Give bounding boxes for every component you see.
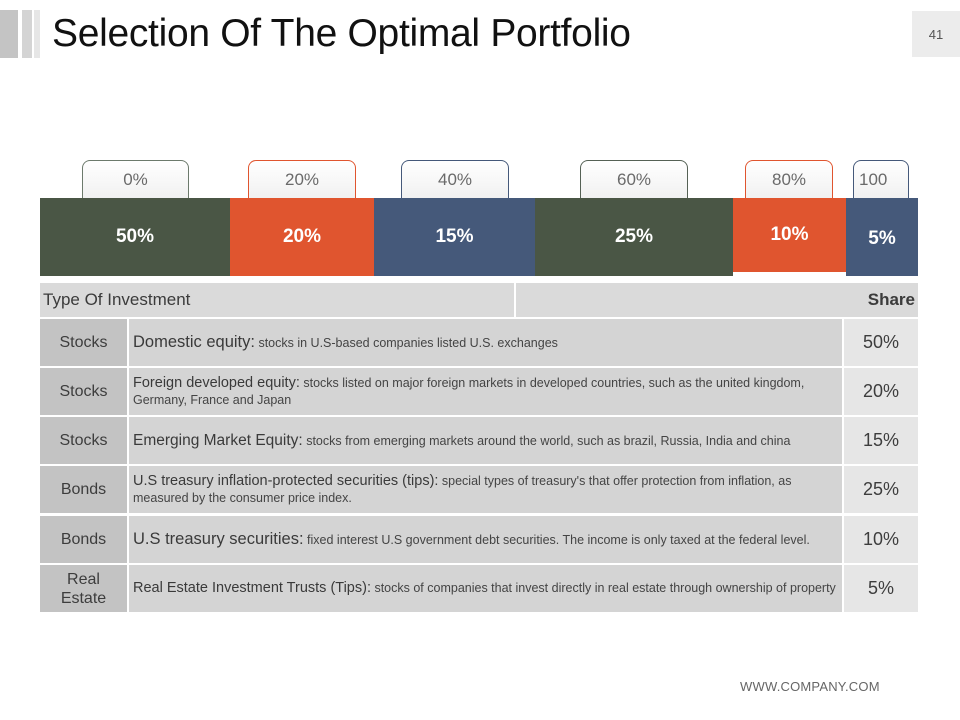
allocation-segment: 15% [374, 198, 535, 276]
allocation-segment: 25% [535, 198, 733, 276]
description-title: U.S treasury securities: [133, 529, 304, 548]
table-row: Bonds U.S treasury inflation-protected s… [40, 466, 918, 513]
investment-type: Stocks [40, 319, 127, 366]
share-value: 15% [844, 417, 918, 464]
description-title: Domestic equity: [133, 332, 255, 351]
description-text: stocks in U.S-based companies listed U.S… [254, 335, 558, 350]
description-text: fixed interest U.S government debt secur… [303, 532, 810, 547]
investment-description: U.S treasury inflation-protected securit… [129, 466, 842, 513]
investment-type: Stocks [40, 368, 127, 415]
allocation-segment: 20% [230, 198, 374, 276]
investment-type: Stocks [40, 417, 127, 464]
scale-tick-60: 60% [580, 160, 688, 198]
header-type-of-investment: Type Of Investment [40, 283, 514, 317]
description-title: Real Estate Investment Trusts (Tips): [133, 580, 371, 596]
slide-title: Selection Of The Optimal Portfolio [52, 12, 631, 55]
allocation-segment: 5% [846, 198, 918, 276]
scale-tick-80: 80% [745, 160, 833, 198]
investment-description: Domestic equity: stocks in U.S-based com… [129, 319, 842, 366]
scale-tick-0: 0% [82, 160, 189, 198]
scale-tick-20: 20% [248, 160, 356, 198]
table-row: Stocks Foreign developed equity: stocks … [40, 368, 918, 415]
share-value: 20% [844, 368, 918, 415]
investment-description: Foreign developed equity: stocks listed … [129, 368, 842, 415]
description-text: stocks listed on major foreign markets i… [133, 375, 805, 407]
investment-description: Real Estate Investment Trusts (Tips): st… [129, 565, 842, 612]
table-row: Real Estate Real Estate Investment Trust… [40, 565, 918, 612]
share-value: 10% [844, 516, 918, 563]
description-title: Emerging Market Equity: [133, 431, 303, 449]
scale-tick-40: 40% [401, 160, 509, 198]
footer-website: WWW.COMPANY.COM [740, 679, 880, 694]
header-share: Share [516, 283, 918, 317]
allocation-segment: 50% [40, 198, 230, 276]
table-row: Stocks Emerging Market Equity: stocks fr… [40, 417, 918, 464]
share-value: 50% [844, 319, 918, 366]
accent-bar [34, 10, 40, 58]
investment-description: Emerging Market Equity: stocks from emer… [129, 417, 842, 464]
table-row: Bonds U.S treasury securities: fixed int… [40, 516, 918, 563]
accent-bar [22, 10, 32, 58]
description-text: stocks from emerging markets around the … [302, 433, 791, 448]
description-title: U.S treasury inflation-protected securit… [133, 472, 439, 489]
description-text: special types of treasury's that offer p… [133, 473, 792, 505]
scale-tick-100: 100 [853, 160, 909, 198]
page-number: 41 [912, 11, 960, 57]
investment-type: Bonds [40, 516, 127, 563]
investment-type: Real Estate [40, 565, 127, 612]
allocation-segment: 10% [733, 198, 846, 272]
share-value: 25% [844, 466, 918, 513]
accent-bar [0, 10, 18, 58]
description-title: Foreign developed equity: [133, 374, 300, 391]
share-value: 5% [844, 565, 918, 612]
table-row: Stocks Domestic equity: stocks in U.S-ba… [40, 319, 918, 366]
investment-description: U.S treasury securities: fixed interest … [129, 516, 842, 563]
investment-type: Bonds [40, 466, 127, 513]
description-text: stocks of companies that invest directly… [370, 581, 836, 595]
